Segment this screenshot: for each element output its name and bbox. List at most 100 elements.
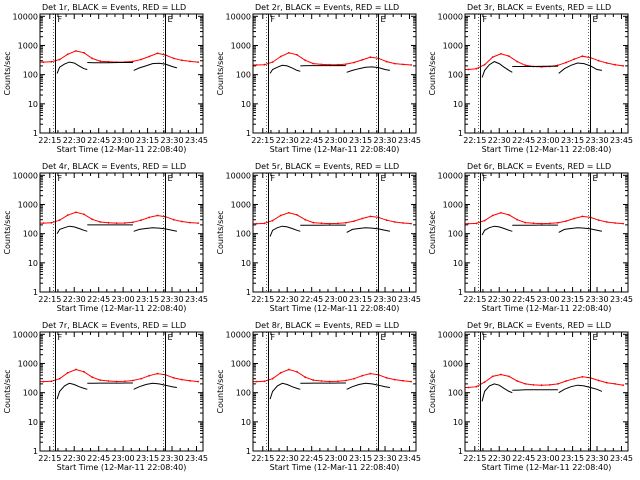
x-tick-label: 22:15 [251, 136, 274, 145]
lld-point [66, 214, 69, 217]
panel-title: Det 8r, BLACK = Events, RED = LLD [255, 321, 399, 330]
lld-point [99, 221, 102, 223]
x-tick-label: 23:30 [585, 454, 608, 463]
y-tick-label: 100 [448, 71, 463, 80]
x-tick-label: 22:45 [300, 295, 323, 304]
lld-point [410, 380, 412, 383]
x-tick-label: 22:45 [300, 454, 323, 463]
lld-point [91, 218, 94, 221]
lld-point [304, 218, 307, 221]
panel-title: Det 7r, BLACK = Events, RED = LLD [42, 321, 186, 330]
series-events-line [269, 225, 301, 237]
lld-point [557, 64, 559, 67]
x-tick-label: 22:15 [38, 295, 61, 304]
lld-point [614, 383, 616, 385]
lld-point [540, 222, 543, 225]
lld-point [622, 65, 624, 67]
lld-point [263, 222, 266, 225]
y-tick-label: 1 [33, 447, 38, 456]
lld-point [42, 380, 45, 383]
lld-point [42, 222, 45, 225]
lld-point [42, 61, 45, 63]
lld-point [140, 58, 143, 61]
x-tick-label: 22:45 [87, 454, 110, 463]
marker-label-e: E [381, 333, 386, 342]
lld-point [622, 384, 624, 387]
x-tick-label: 22:15 [251, 454, 274, 463]
lld-point [491, 214, 494, 217]
lld-point [353, 220, 355, 223]
lld-point [312, 62, 315, 65]
x-tick-label: 23:45 [398, 454, 421, 463]
panel-title: Det 3r, BLACK = Events, RED = LLD [467, 3, 611, 12]
x-tick-label: 23:00 [537, 454, 560, 463]
lld-point [614, 63, 616, 66]
lld-point [156, 214, 159, 217]
x-tick-label: 23:15 [136, 454, 159, 463]
lld-point [467, 68, 470, 71]
y-tick-label: 10000 [226, 171, 251, 180]
lld-point [75, 368, 77, 371]
y-tick-label: 10000 [226, 330, 251, 339]
y-tick-label: 10000 [13, 171, 38, 180]
lld-point [172, 218, 175, 221]
y-tick-label: 10 [28, 418, 38, 427]
y-axis-label: Counts/sec [428, 369, 437, 413]
y-tick-label: 1 [246, 129, 251, 138]
lld-point [288, 211, 290, 214]
lld-point [581, 215, 584, 218]
series-events-line [481, 383, 513, 402]
lld-point [180, 59, 183, 62]
x-tick-label: 23:00 [537, 136, 560, 145]
x-tick-label: 22:45 [512, 136, 535, 145]
y-tick-label: 10000 [438, 171, 463, 180]
panel-det-8r: Det 8r, BLACK = Events, RED = LLD Counts/… [216, 321, 421, 472]
series-events-line [558, 227, 603, 233]
marker-label-f: F [482, 174, 487, 183]
y-tick-label: 1 [458, 288, 463, 297]
x-tick-label: 23:00 [325, 136, 348, 145]
lld-point [304, 59, 307, 62]
x-tick-label: 22:45 [300, 136, 323, 145]
lld-point [296, 53, 298, 56]
lld-point [597, 379, 600, 382]
x-axis-label: Start Time (12-Mar-11 22:08:40) [270, 463, 400, 472]
y-tick-label: 10000 [438, 12, 463, 21]
lld-point [328, 380, 331, 383]
y-tick-label: 1000 [443, 41, 463, 50]
y-tick-label: 10 [453, 418, 463, 427]
x-tick-label: 23:30 [160, 136, 183, 145]
x-tick-label: 22:30 [276, 136, 299, 145]
lld-point [361, 59, 364, 61]
panel-title: Det 4r, BLACK = Events, RED = LLD [42, 162, 186, 171]
marker-label-e: E [381, 174, 386, 183]
x-tick-label: 23:45 [610, 136, 633, 145]
lld-point [483, 381, 486, 383]
lld-point [369, 215, 372, 218]
panel-title: Det 2r, BLACK = Events, RED = LLD [255, 3, 399, 12]
lld-point [614, 222, 616, 224]
lld-point [581, 55, 584, 58]
y-tick-label: 1 [33, 288, 38, 297]
lld-point [369, 372, 372, 375]
marker-label-f: F [57, 333, 62, 342]
series-events-line [133, 62, 178, 71]
lld-point [402, 222, 404, 224]
y-tick-label: 100 [448, 230, 463, 239]
x-tick-label: 23:45 [610, 295, 633, 304]
y-axis-label: Counts/sec [216, 369, 225, 413]
y-tick-label: 10 [453, 259, 463, 268]
lld-point [320, 63, 323, 66]
y-tick-label: 1 [458, 129, 463, 138]
marker-label-f: F [57, 174, 62, 183]
panel-det-1r: Det 1r, BLACK = Events, RED = LLD Counts/… [3, 3, 208, 154]
x-axis-label: Start Time (12-Mar-11 22:08:40) [57, 145, 187, 154]
series-events-line [512, 389, 558, 391]
y-tick-label: 100 [236, 71, 251, 80]
series-events-line [481, 225, 513, 236]
lld-point [255, 64, 258, 66]
lld-point [304, 376, 307, 379]
lld-point [393, 221, 396, 223]
y-tick-label: 1 [246, 447, 251, 456]
lld-point [123, 380, 126, 383]
